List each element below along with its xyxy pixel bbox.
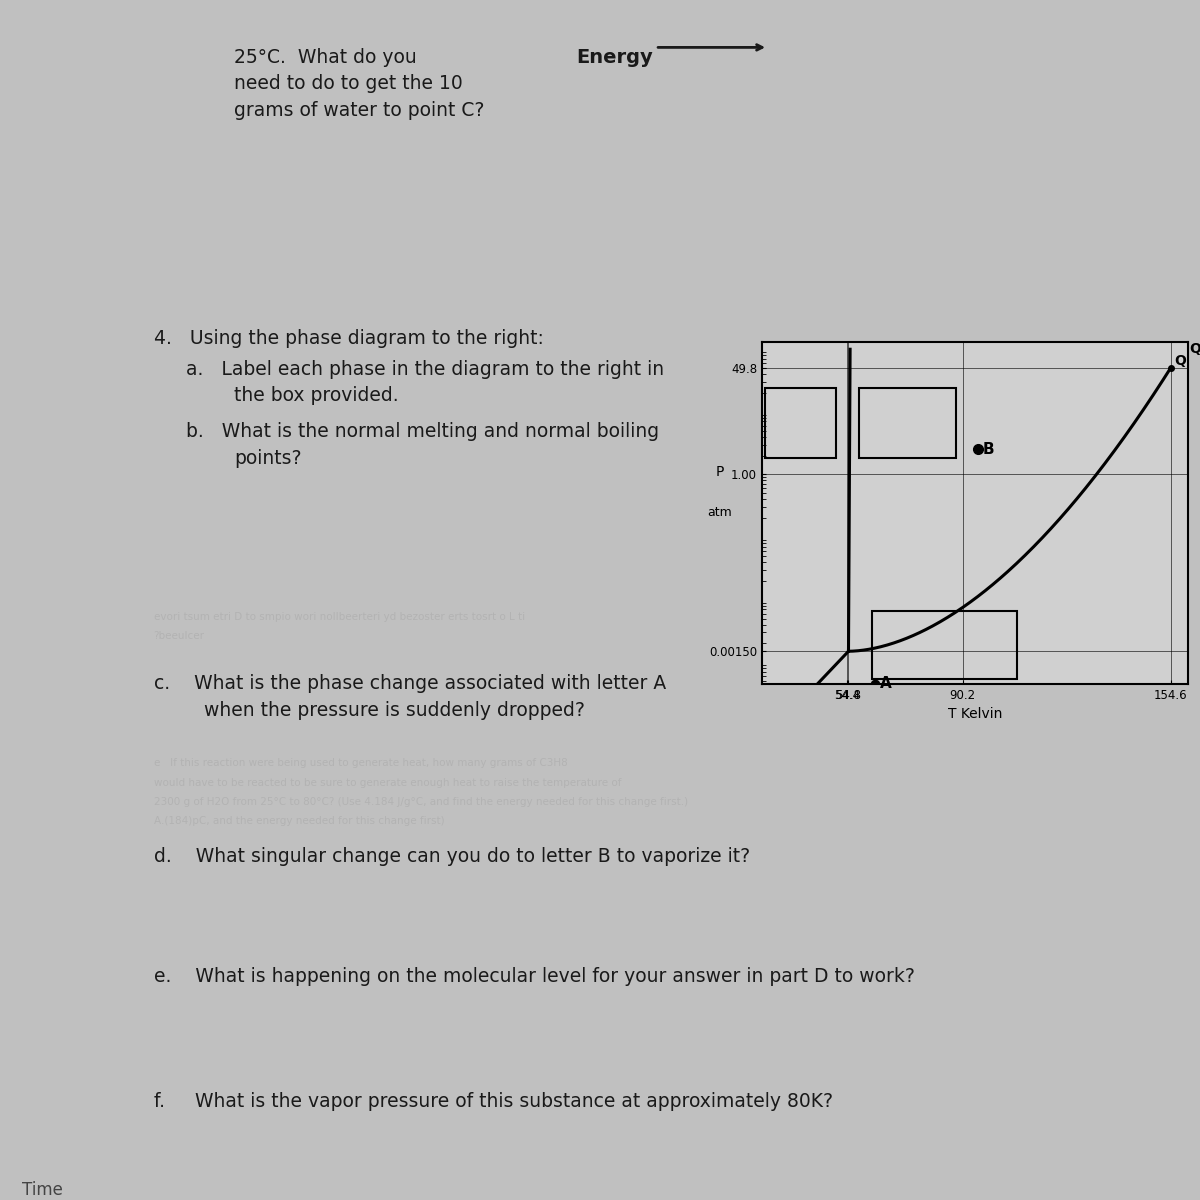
Text: a.   Label each phase in the diagram to the right in: a. Label each phase in the diagram to th… xyxy=(186,360,664,379)
Text: ?beeulcer: ?beeulcer xyxy=(154,631,204,641)
Text: 2300 g of H2O from 25°C to 80°C? (Use 4.184 J/g°C, and find the energy needed fo: 2300 g of H2O from 25°C to 80°C? (Use 4.… xyxy=(154,797,688,806)
Text: evori tsum etri D to smpio wori nollbeerteri yd bezoster erts tosrt o L ti: evori tsum etri D to smpio wori nollbeer… xyxy=(154,612,524,622)
Text: A: A xyxy=(880,677,892,691)
Text: Time: Time xyxy=(22,1181,62,1199)
Text: P: P xyxy=(715,464,724,479)
Text: c.    What is the phase change associated with letter A: c. What is the phase change associated w… xyxy=(154,674,666,694)
Text: d.    What singular change can you do to letter B to vaporize it?: d. What singular change can you do to le… xyxy=(154,847,750,866)
Text: e.    What is happening on the molecular level for your answer in part D to work: e. What is happening on the molecular le… xyxy=(154,967,914,986)
Text: 25°C.  What do you: 25°C. What do you xyxy=(234,48,416,67)
Text: e   If this reaction were being used to generate heat, how many grams of C3H8: e If this reaction were being used to ge… xyxy=(154,758,568,768)
Text: f.     What is the vapor pressure of this substance at approximately 80K?: f. What is the vapor pressure of this su… xyxy=(154,1092,833,1111)
Text: Energy: Energy xyxy=(576,48,653,67)
Text: grams of water to point C?: grams of water to point C? xyxy=(234,101,485,120)
Text: 4.   Using the phase diagram to the right:: 4. Using the phase diagram to the right: xyxy=(154,329,544,348)
Text: the box provided.: the box provided. xyxy=(234,386,398,406)
Text: need to do to get the 10: need to do to get the 10 xyxy=(234,74,463,94)
Text: Q: Q xyxy=(1189,342,1200,356)
Text: when the pressure is suddenly dropped?: when the pressure is suddenly dropped? xyxy=(204,701,584,720)
X-axis label: T Kelvin: T Kelvin xyxy=(948,708,1002,721)
FancyBboxPatch shape xyxy=(766,388,836,458)
Text: A.(184)pC, and the energy needed for this change first): A.(184)pC, and the energy needed for thi… xyxy=(154,816,444,826)
Text: atm: atm xyxy=(707,506,732,520)
Text: b.   What is the normal melting and normal boiling: b. What is the normal melting and normal… xyxy=(186,422,659,442)
Text: B: B xyxy=(983,442,995,457)
Text: would have to be reacted to be sure to generate enough heat to raise the tempera: would have to be reacted to be sure to g… xyxy=(154,778,622,787)
Text: Q: Q xyxy=(1174,354,1186,368)
FancyBboxPatch shape xyxy=(871,611,1016,678)
FancyBboxPatch shape xyxy=(859,388,955,458)
Text: points?: points? xyxy=(234,449,301,468)
